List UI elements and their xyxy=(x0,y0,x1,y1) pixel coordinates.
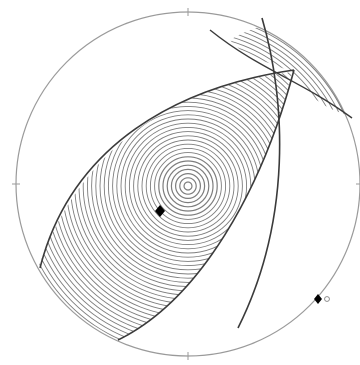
primitive-ticks xyxy=(12,8,360,360)
contour-ring xyxy=(170,168,206,204)
contour-ring-top xyxy=(230,51,323,121)
contour-ring-top xyxy=(125,123,251,249)
contour-ring-top xyxy=(230,47,327,121)
contour-ring xyxy=(183,181,193,191)
contour-ring xyxy=(86,84,290,288)
contour-ring xyxy=(141,139,235,233)
contour-ring xyxy=(38,72,292,340)
contour-ring xyxy=(149,147,227,225)
contour-ring-top xyxy=(138,136,238,236)
contour-ring-top xyxy=(230,30,344,121)
pole-marker xyxy=(155,205,165,217)
contour-ring-top xyxy=(230,21,357,121)
contour-ring xyxy=(179,177,197,195)
contour-ring-top xyxy=(230,26,348,121)
contour-ring xyxy=(133,131,243,241)
contour-ring xyxy=(38,72,292,340)
contour-ring-top xyxy=(142,140,234,232)
great-circle-c xyxy=(209,29,353,119)
contour-ring xyxy=(158,156,218,216)
contour-ring xyxy=(70,72,292,304)
contour-ring xyxy=(99,97,277,275)
contour-ring xyxy=(112,110,264,262)
contour-ring xyxy=(91,89,285,283)
great-circle-b xyxy=(237,17,281,329)
contour-ring xyxy=(120,118,256,254)
contour-ring xyxy=(124,122,252,250)
contour-ring-top xyxy=(230,80,294,121)
contour-ring-top xyxy=(230,55,319,121)
contour-ring xyxy=(65,72,292,309)
contour-ring-top xyxy=(230,97,277,121)
contour-ring xyxy=(128,126,248,246)
contour-ring-top xyxy=(230,63,311,121)
contour-ring-top xyxy=(230,34,340,121)
contour-ring xyxy=(53,72,292,321)
contour-ring xyxy=(38,72,292,340)
contour-ring xyxy=(162,160,214,212)
contour-ring xyxy=(38,72,292,338)
outer-marker-ring xyxy=(324,296,330,302)
contour-ring xyxy=(57,72,292,317)
contour-ring xyxy=(154,152,222,220)
contour-ring xyxy=(166,164,210,208)
contour-ring-top xyxy=(134,132,243,241)
contour-ring-top xyxy=(230,118,256,121)
great-circle-a xyxy=(39,69,295,269)
contour-ring-top xyxy=(230,68,306,121)
contour-ring-top xyxy=(230,84,290,121)
outer-marker xyxy=(314,294,322,304)
contour-ring-top xyxy=(230,110,264,121)
contour-ring-top xyxy=(230,89,285,121)
contour-ring xyxy=(38,72,292,340)
great-circle-a-lower xyxy=(117,69,295,341)
contour-ring xyxy=(137,135,239,237)
contour-ring-top xyxy=(230,21,353,121)
contour-ring xyxy=(145,143,231,229)
contour-ring-top xyxy=(230,21,358,121)
contour-ring xyxy=(82,80,292,292)
contour-ring xyxy=(49,72,292,325)
contour-ring xyxy=(175,173,202,200)
contour-ring xyxy=(38,72,292,340)
